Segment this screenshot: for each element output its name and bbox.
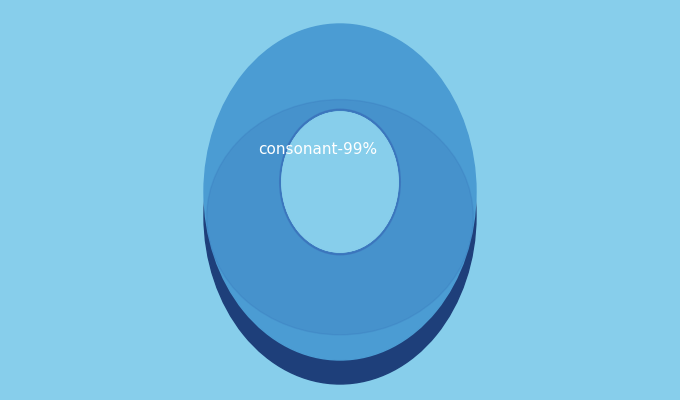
Ellipse shape <box>282 112 398 252</box>
Ellipse shape <box>283 126 397 264</box>
Ellipse shape <box>282 112 398 252</box>
Ellipse shape <box>279 109 401 255</box>
Ellipse shape <box>207 100 473 335</box>
Ellipse shape <box>282 143 398 283</box>
Ellipse shape <box>281 130 399 272</box>
Ellipse shape <box>282 112 398 252</box>
Ellipse shape <box>204 24 476 360</box>
Ellipse shape <box>204 48 476 384</box>
Text: consonant-99%: consonant-99% <box>258 142 377 158</box>
